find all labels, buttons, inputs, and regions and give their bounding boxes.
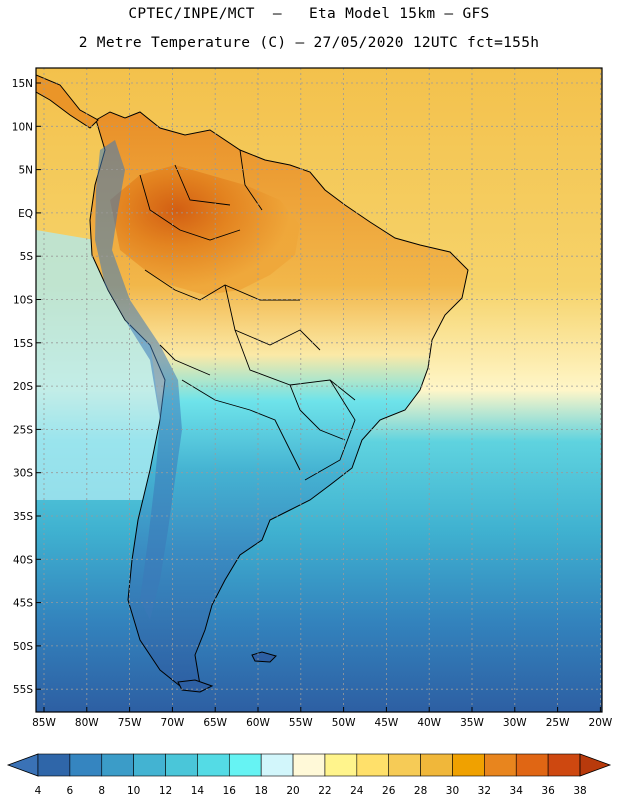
colorbar-swatch: [197, 753, 230, 777]
lat-label: 25S: [13, 424, 33, 436]
lat-label: 15S: [13, 338, 33, 350]
colorbar-swatch: [37, 753, 71, 777]
lat-label: 5N: [18, 165, 33, 177]
lon-label: 80W: [75, 717, 99, 729]
lon-label: 40W: [417, 717, 441, 729]
colorbar-tick-label: 30: [446, 785, 459, 797]
amazon-hot-region: [110, 165, 300, 295]
lat-label: EQ: [18, 208, 33, 220]
lon-label: 75W: [118, 717, 142, 729]
lat-label: 20S: [13, 381, 33, 393]
colorbar-swatch: [356, 753, 390, 777]
lon-label: 60W: [246, 717, 270, 729]
colorbar-swatch: [547, 753, 581, 777]
colorbar-tick-label: 26: [382, 785, 396, 797]
lat-label: 45S: [13, 598, 33, 610]
colorbar-swatch: [260, 753, 294, 777]
lat-label: 30S: [13, 468, 33, 480]
country-borders: [139, 149, 356, 481]
colorbar-tick-label: 34: [510, 785, 524, 797]
lon-label: 70W: [161, 717, 185, 729]
lat-label: 5S: [20, 251, 34, 263]
colorbar-swatch: [228, 753, 262, 777]
lat-label: 10N: [12, 121, 33, 133]
pacific-cool-band: [36, 230, 160, 500]
colorbar-swatch: [388, 753, 421, 777]
colorbar-tick-label: 6: [67, 785, 74, 797]
colorbar-swatch: [165, 753, 198, 777]
colorbar-tick-label: 24: [350, 785, 364, 797]
andes-ridge: [95, 140, 182, 620]
lon-label: 65W: [203, 717, 227, 729]
lon-label: 25W: [546, 717, 570, 729]
colorbar-tick-label: 10: [127, 785, 140, 797]
colorbar-tick-label: 36: [541, 785, 555, 797]
colorbar-min-arrow: [6, 753, 39, 777]
colorbar-tick-label: 20: [286, 785, 299, 797]
grid-lines: [36, 68, 602, 712]
colorbar-tick-label: 8: [98, 785, 105, 797]
colorbar-tick-label: 16: [223, 785, 237, 797]
colorbar-swatch: [515, 753, 549, 777]
colorbar-swatch: [484, 753, 517, 777]
chart-title-line1: CPTEC/INPE/MCT – Eta Model 15km – GFS: [128, 6, 490, 22]
central-america-land: [36, 74, 99, 129]
colorbar-tick-label: 22: [318, 785, 331, 797]
colorbar-swatch: [292, 753, 326, 777]
colorbar-swatch: [133, 753, 166, 777]
colorbar-swatch: [324, 753, 358, 777]
colorbar-swatch: [101, 753, 134, 777]
colorbar-tick-label: 18: [254, 785, 267, 797]
colorbar-tick-label: 38: [573, 785, 586, 797]
lon-label: 20W: [589, 717, 613, 729]
colorbar-tick-label: 4: [35, 785, 42, 797]
lat-label: 50S: [13, 641, 33, 653]
colorbar-max-arrow: [579, 753, 612, 777]
lon-label: 35W: [460, 717, 484, 729]
lon-label: 55W: [289, 717, 313, 729]
lon-label: 85W: [32, 717, 56, 729]
colorbar-swatch: [420, 753, 453, 777]
chart-title-line2: 2 Metre Temperature (C) – 27/05/2020 12U…: [78, 35, 540, 51]
lat-label: 40S: [13, 554, 33, 566]
lat-label: 15N: [12, 78, 33, 90]
colorbar: [6, 753, 612, 777]
lon-label: 30W: [503, 717, 527, 729]
lat-label: 10S: [13, 295, 33, 307]
colorbar-swatch: [69, 753, 103, 777]
lon-label: 45W: [375, 717, 399, 729]
map-frame: [35, 67, 603, 713]
lon-label: 50W: [332, 717, 356, 729]
lat-label: 55S: [13, 684, 33, 696]
colorbar-tick-label: 28: [414, 785, 427, 797]
colorbar-tick-label: 12: [159, 785, 172, 797]
lat-label: 35S: [13, 511, 33, 523]
colorbar-swatch: [452, 753, 485, 777]
colorbar-tick-label: 14: [191, 785, 205, 797]
colorbar-tick-label: 32: [478, 785, 491, 797]
